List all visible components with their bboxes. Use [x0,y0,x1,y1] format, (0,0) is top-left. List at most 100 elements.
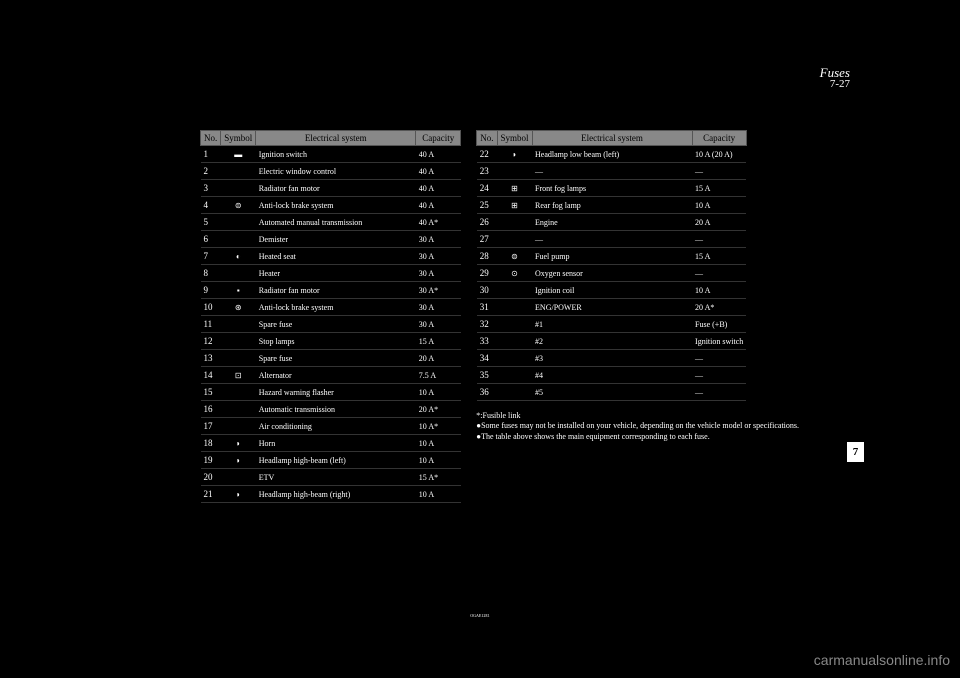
cell-system: ENG/POWER [532,299,692,316]
cell-system: — [532,231,692,248]
cell-system: Automated manual transmission [256,214,416,231]
table-row: 8Heater30 A [201,265,461,282]
cell-symbol-icon: ⊞ [497,180,532,197]
cell-symbol-icon [221,384,256,401]
cell-system: Alternator [256,367,416,384]
cell-capacity: 15 A [416,333,461,350]
cell-system: Stop lamps [256,333,416,350]
cell-symbol-icon [497,231,532,248]
cell-capacity: 20 A* [416,401,461,418]
table-row: 28⊜Fuel pump15 A [477,248,746,265]
cell-system: — [532,163,692,180]
cell-no: 30 [477,282,497,299]
cell-capacity: 30 A [416,265,461,282]
table-row: 4⊜Anti-lock brake system40 A [201,197,461,214]
cell-symbol-icon [221,333,256,350]
cell-capacity: 30 A [416,231,461,248]
cell-system: Oxygen sensor [532,265,692,282]
cell-system: Electric window control [256,163,416,180]
cell-capacity: 40 A [416,163,461,180]
table-row: 14⊡Alternator7.5 A [201,367,461,384]
cell-no: 31 [477,299,497,316]
cell-symbol-icon [221,350,256,367]
cell-system: ETV [256,469,416,486]
cell-no: 23 [477,163,497,180]
cell-symbol-icon: ◗ [221,435,256,452]
content-area: No. Symbol Electrical system Capacity 1▬… [200,130,799,503]
table-row: 12 Stop lamps15 A [201,333,461,350]
cell-symbol-icon: ⊙ [497,265,532,282]
cell-no: 28 [477,248,497,265]
cell-no: 22 [477,146,497,163]
table-row: 24⊞Front fog lamps15 A [477,180,746,197]
th-capacity: Capacity [416,131,461,146]
watermark: carmanualsonline.info [814,652,950,668]
cell-capacity: — [692,367,746,384]
cell-symbol-icon [497,163,532,180]
cell-symbol-icon: ◗ [497,146,532,163]
cell-system: Demister [256,231,416,248]
cell-symbol-icon [221,265,256,282]
cell-symbol-icon [497,333,532,350]
cell-no: 14 [201,367,221,384]
note-line: *:Fusible link [476,411,799,421]
cell-capacity: 10 A (20 A) [692,146,746,163]
table-row: 2Electric window control40 A [201,163,461,180]
cell-no: 26 [477,214,497,231]
cell-capacity: 40 A [416,197,461,214]
cell-capacity: 20 A [416,350,461,367]
table-row: 35#4— [477,367,746,384]
table-row: 18◗Horn10 A [201,435,461,452]
table-row: 9▪Radiator fan motor30 A* [201,282,461,299]
cell-no: 12 [201,333,221,350]
cell-symbol-icon [221,214,256,231]
cell-capacity: 40 A* [416,214,461,231]
cell-system: Horn [256,435,416,452]
notes: *:Fusible link ●Some fuses may not be in… [476,411,799,442]
th-no: No. [201,131,221,146]
cell-capacity: 10 A [416,435,461,452]
note-line: ●Some fuses may not be installed on your… [476,421,799,431]
cell-symbol-icon [497,350,532,367]
table-row: 10⊛Anti-lock brake system30 A [201,299,461,316]
cell-capacity: — [692,384,746,401]
cell-system: #2 [532,333,692,350]
cell-no: 20 [201,469,221,486]
table-row: 1▬Ignition switch40 A [201,146,461,163]
cell-symbol-icon [497,384,532,401]
cell-capacity: 20 A [692,214,746,231]
cell-capacity: 20 A* [692,299,746,316]
th-capacity: Capacity [692,131,746,146]
cell-capacity: 7.5 A [416,367,461,384]
th-system: Electrical system [256,131,416,146]
right-column: No. Symbol Electrical system Capacity 22… [476,130,799,503]
cell-no: 10 [201,299,221,316]
cell-symbol-icon [221,316,256,333]
table-row: 25⊞Rear fog lamp10 A [477,197,746,214]
cell-symbol-icon [221,180,256,197]
cell-system: Hazard warning flasher [256,384,416,401]
table-row: 23—— [477,163,746,180]
cell-no: 9 [201,282,221,299]
cell-capacity: 10 A [416,452,461,469]
cell-symbol-icon: ◗ [221,486,256,503]
cell-capacity: Fuse (+B) [692,316,746,333]
cell-no: 32 [477,316,497,333]
cell-symbol-icon: ◐ [221,248,256,265]
cell-symbol-icon [221,401,256,418]
cell-capacity: 10 A* [416,418,461,435]
th-symbol: Symbol [497,131,532,146]
cell-symbol-icon [497,316,532,333]
cell-no: 4 [201,197,221,214]
cell-no: 29 [477,265,497,282]
cell-capacity: — [692,265,746,282]
cell-capacity: 30 A [416,316,461,333]
table-row: 13Spare fuse20 A [201,350,461,367]
th-system: Electrical system [532,131,692,146]
cell-symbol-icon: ⊜ [221,197,256,214]
table-row: 16Automatic transmission20 A* [201,401,461,418]
cell-no: 11 [201,316,221,333]
th-no: No. [477,131,497,146]
cell-system: #4 [532,367,692,384]
table-row: 5Automated manual transmission40 A* [201,214,461,231]
